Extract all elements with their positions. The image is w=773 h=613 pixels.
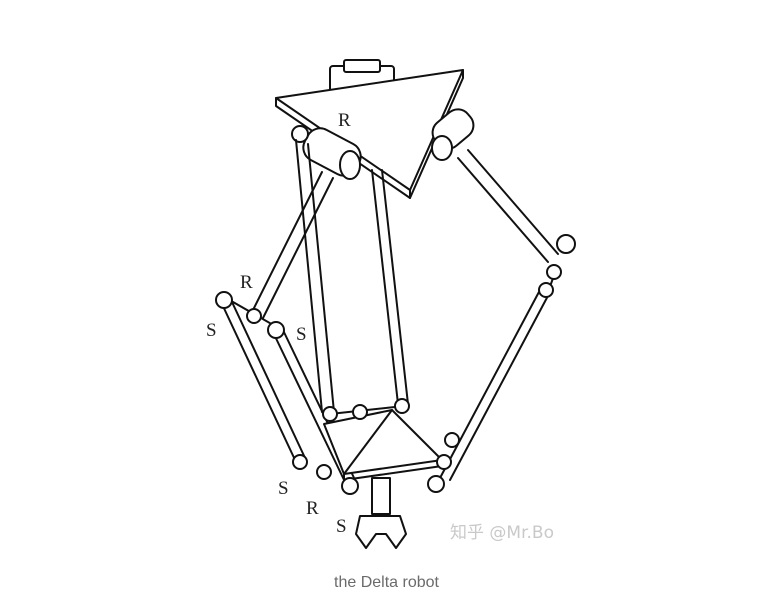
- upper-arm-right: [457, 149, 559, 263]
- moving-platform: [323, 405, 443, 481]
- motor-block: [329, 59, 395, 93]
- joint-balls: [215, 234, 576, 495]
- base-actuator-left: [291, 125, 362, 180]
- watermark: 知乎 @Mr.Bo: [450, 523, 554, 543]
- label-base-r: R: [338, 110, 351, 131]
- delta-robot-figure: R R S S S R S 知乎 @Mr.Bo: [206, 59, 576, 549]
- right-parallelogram: [439, 269, 557, 481]
- label-left-s-lower: S: [278, 478, 289, 499]
- label-left-s-outer: S: [206, 320, 217, 341]
- upper-arm-left: [251, 171, 334, 319]
- label-left-s-bottom: S: [336, 516, 347, 537]
- base-actuator-right: [431, 108, 475, 161]
- label-left-r-upper: R: [240, 272, 253, 293]
- figure-caption: the Delta robot: [334, 574, 439, 591]
- label-left-r-lower: R: [306, 498, 319, 519]
- upper-arm-back: [295, 139, 409, 413]
- label-left-s-inner: S: [296, 324, 307, 345]
- gripper: [355, 477, 407, 549]
